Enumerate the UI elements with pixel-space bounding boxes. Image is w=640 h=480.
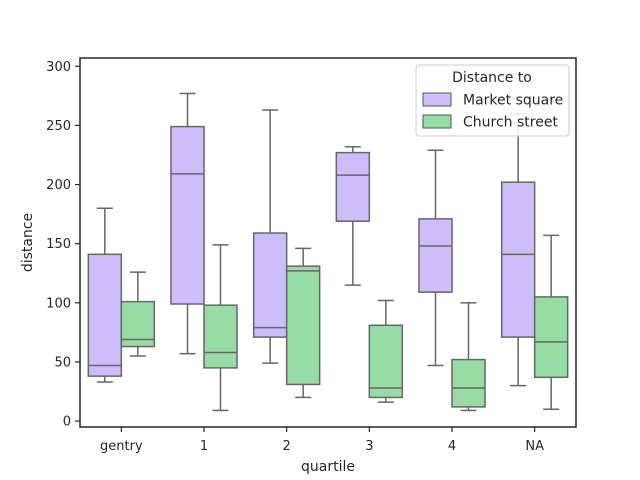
x-tick-label: 4 (448, 439, 456, 454)
box-church-street-4 (451, 302, 486, 412)
box-church-street-3 (368, 299, 404, 403)
y-axis: 0 50 100 150 200 250 300 (46, 60, 80, 430)
y-tick-label: 0 (63, 415, 71, 430)
x-tick-label: 2 (283, 439, 291, 454)
box-body (285, 265, 321, 386)
x-tick-label: 3 (365, 439, 373, 454)
box-church-street-2 (285, 247, 321, 399)
box-market-square-gentry (87, 207, 123, 383)
box-body (418, 218, 453, 293)
box-market-square-3 (335, 145, 371, 286)
legend-label-church-street: Church street (463, 115, 558, 131)
x-axis: gentry 1 2 3 4 NA (100, 427, 544, 454)
box-body (451, 358, 486, 408)
box-body (368, 324, 404, 399)
y-tick-label: 300 (46, 60, 71, 75)
box-market-square-1 (170, 92, 205, 355)
x-tick-label: gentry (100, 439, 143, 454)
box-church-street-na (533, 234, 569, 411)
x-tick-label: 1 (200, 439, 208, 454)
legend-label-market-square: Market square (463, 93, 563, 109)
legend-swatch-market-square (422, 92, 452, 107)
legend: Distance to Market square Church street (415, 64, 570, 137)
box-body (87, 253, 123, 377)
box-body (203, 304, 238, 369)
y-tick-label: 250 (46, 119, 71, 134)
y-tick-label: 200 (46, 178, 71, 193)
box-body (500, 181, 536, 338)
y-tick-label: 150 (46, 237, 71, 252)
box-body (335, 151, 371, 222)
legend-swatch-church-street (422, 114, 452, 129)
box-market-square-na (500, 112, 536, 387)
box-market-square-4 (418, 149, 453, 367)
box-body (170, 125, 205, 305)
plot-area-frame (79, 57, 577, 428)
box-church-street-gentry (120, 271, 156, 357)
y-axis-label: distance (20, 213, 36, 272)
box-church-street-1 (203, 244, 238, 412)
legend-title: Distance to (452, 70, 532, 86)
box-market-square-2 (252, 109, 288, 364)
box-body (252, 232, 288, 338)
x-axis-label: quartile (301, 459, 355, 475)
x-tick-label: NA (525, 439, 544, 454)
box-body (533, 296, 569, 379)
y-tick-label: 100 (46, 296, 71, 311)
y-tick-label: 50 (54, 355, 71, 370)
legend-frame (415, 64, 570, 137)
boxes-layer (87, 92, 569, 412)
